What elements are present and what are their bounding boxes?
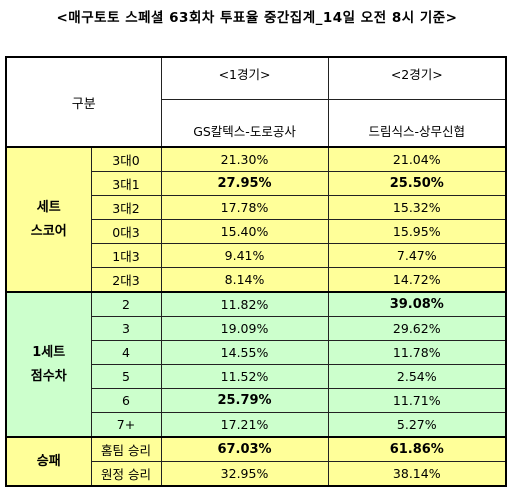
header-team-1: GS칼텍스-도로공사: [160, 99, 329, 148]
table-row: 6 25.79% 11.71%: [6, 388, 507, 413]
table-row: 5 11.52% 2.54%: [6, 364, 507, 389]
row-label: 홈팀 승리: [90, 436, 162, 462]
table-row: 3대2 17.78% 15.32%: [6, 195, 507, 220]
section-label-line2: 점수차: [30, 368, 67, 384]
game-1-rate: 11.52%: [160, 364, 329, 389]
game-1-rate: 25.79%: [160, 388, 329, 413]
game-1-rate: 17.21%: [160, 412, 329, 438]
row-label: 6: [90, 388, 162, 413]
table-row: 세트 스코어 3대0 21.30% 21.04%: [5, 146, 507, 293]
row-label: 5: [90, 364, 162, 389]
page-title: <매구토토 스페셜 63회차 투표율 중간집계_14일 오전 8시 기준>: [56, 10, 458, 26]
section-label-line1: 세트: [36, 199, 61, 215]
table-row: 7+ 17.21% 5.27%: [6, 412, 507, 438]
game-2-rate: 11.78%: [327, 340, 507, 365]
section-label-line1: 승패: [36, 453, 61, 469]
game-1-rate: 8.14%: [160, 267, 329, 293]
table-row: 승패 홈팀 승리 67.03% 61.86%: [5, 436, 507, 487]
game-2-rate: 15.32%: [327, 195, 507, 220]
game-2-rate: 14.72%: [327, 267, 507, 293]
section-label: 승패: [5, 436, 92, 487]
row-label: 1대3: [90, 243, 162, 268]
game-2-rate: 7.47%: [327, 243, 507, 268]
header-game-1: <1경기>: [160, 56, 329, 100]
game-2-rate: 5.27%: [327, 412, 507, 438]
game-2-rate: 29.62%: [327, 316, 507, 341]
header-team-2: 드림식스-상무신협: [327, 99, 507, 148]
game-1-rate: 27.95%: [160, 171, 329, 196]
table-row: 4 14.55% 11.78%: [6, 340, 507, 365]
table-row: 2대3 8.14% 14.72%: [6, 267, 507, 293]
game-2-rate: 2.54%: [327, 364, 507, 389]
game-2-rate: 21.04%: [327, 146, 507, 172]
table-row: 3대1 27.95% 25.50%: [6, 171, 507, 196]
game-2-rate: 11.71%: [327, 388, 507, 413]
row-label: 원정 승리: [90, 461, 162, 487]
game-2-rate: 15.95%: [327, 219, 507, 244]
row-label: 4: [90, 340, 162, 365]
game-1-rate: 17.78%: [160, 195, 329, 220]
table-row: 0대3 15.40% 15.95%: [6, 219, 507, 244]
header-game-2: <2경기>: [327, 56, 507, 100]
row-label: 3: [90, 316, 162, 341]
game-1-rate: 21.30%: [160, 146, 329, 172]
row-label: 7+: [90, 412, 162, 438]
section-label-line2: 스코어: [30, 223, 67, 239]
game-1-rate: 11.82%: [160, 291, 329, 317]
game-2-rate: 25.50%: [327, 171, 507, 196]
game-1-rate: 14.55%: [160, 340, 329, 365]
table-row: 3 19.09% 29.62%: [6, 316, 507, 341]
row-label: 2대3: [90, 267, 162, 293]
table-row: 1세트 점수차 2 11.82% 39.08%: [5, 291, 507, 438]
section-label-line1: 1세트: [32, 344, 66, 360]
game-2-rate: 39.08%: [327, 291, 507, 317]
game-1-rate: 15.40%: [160, 219, 329, 244]
row-label: 3대2: [90, 195, 162, 220]
row-label: 0대3: [90, 219, 162, 244]
game-2-rate: 61.86%: [327, 436, 507, 462]
game-1-rate: 67.03%: [160, 436, 329, 462]
table-row: 1대3 9.41% 7.47%: [6, 243, 507, 268]
header-row-games: 구분 <1경기> <2경기>: [5, 56, 507, 148]
game-1-rate: 32.95%: [160, 461, 329, 487]
table-row: 원정 승리 32.95% 38.14%: [6, 461, 507, 487]
row-label: 3대1: [90, 171, 162, 196]
header-row-teams: GS칼텍스-도로공사 드림식스-상무신협: [6, 99, 507, 148]
game-1-rate: 9.41%: [160, 243, 329, 268]
game-2-rate: 38.14%: [327, 461, 507, 487]
row-label: 2: [90, 291, 162, 317]
header-gubun: 구분: [5, 56, 162, 148]
row-label: 3대0: [90, 146, 162, 172]
game-1-rate: 19.09%: [160, 316, 329, 341]
